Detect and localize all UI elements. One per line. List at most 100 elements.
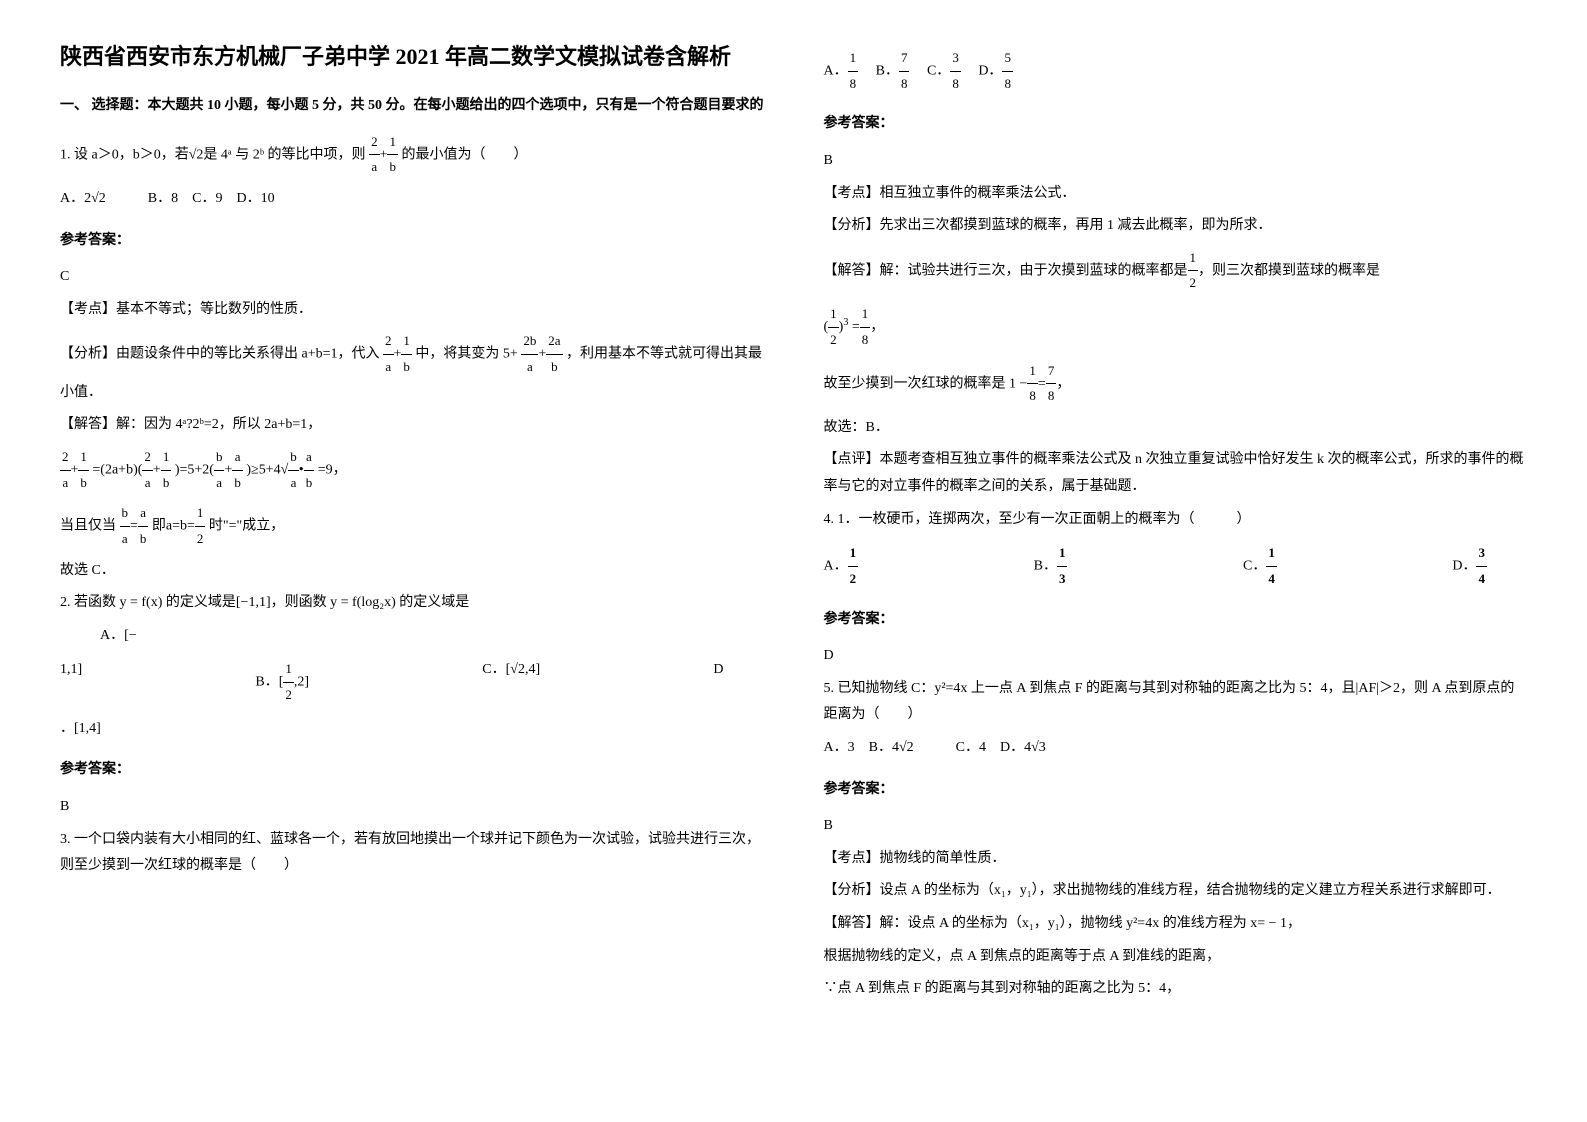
q2-optD2: ．[1,4] [60, 716, 764, 743]
q3-jieda2: (12)3 =18， [824, 302, 1528, 352]
frac-expr6: ab [232, 445, 243, 495]
q2-optA: A．[− [100, 628, 137, 643]
q3-jieda1-post: ，则三次都摸到蓝球的概率是 [1198, 263, 1380, 278]
q1-stem-pre: 1. 设 a＞0，b＞0，若√2是 4ᵃ 与 2ᵇ 的等比中项，则 [60, 147, 366, 162]
q2-optB-post: ,2] [294, 675, 309, 690]
frac-expr5: ba [214, 445, 225, 495]
q3-jieda4: 故选：B． [824, 415, 1528, 442]
frac-2a-b: 2ab [546, 329, 562, 379]
q2-optA-line1: A．[− [100, 623, 764, 650]
q1-jieda3-post: 时"="成立， [209, 519, 284, 534]
q2-optB-pre: B．[ [255, 675, 283, 690]
q3-jieda3: 故至少摸到一次红球的概率是 1 −18=78， [824, 359, 1528, 409]
q4-options: A．12 B．13 C．14 D．34 [824, 541, 1528, 591]
q1-answer-label: 参考答案： [60, 228, 764, 255]
frac-half-4: 12 [828, 302, 839, 352]
q3-jieda3-post: ， [1056, 376, 1070, 391]
frac-7-8: 78 [899, 46, 910, 96]
q2-optC: C．[√2,4] [482, 657, 540, 707]
frac-half: 12 [195, 501, 206, 551]
q1-jieda3-pre: 当且仅当 [60, 519, 116, 534]
q4-optA: A．12 [824, 541, 859, 591]
q3-optD: D． [978, 63, 1002, 78]
page-title: 陕西省西安市东方机械厂子弟中学 2021 年高二数学文模拟试卷含解析 [60, 40, 764, 73]
q2-optB: B．[12,2] [255, 657, 309, 707]
q5-jieda3: ∵点 A 到焦点 F 的距离与其到对称轴的距离之比为 5：4， [824, 976, 1528, 1003]
q1-jieda2-post: =(2a+b)( [92, 462, 142, 477]
q4-answer: D [824, 643, 1528, 670]
q4-stem: 4. 1．一枚硬币，连掷两次，至少有一次正面朝上的概率为（ ） [824, 507, 1528, 534]
q1-jieda4: 故选 C． [60, 558, 764, 585]
frac-2-a-2: 2a [383, 329, 394, 379]
frac-1-8-2: 18 [860, 302, 871, 352]
q3-answer: B [824, 148, 1528, 175]
frac-7-8-2: 78 [1046, 359, 1057, 409]
q1-answer: C [60, 264, 764, 291]
frac-1-8-3: 18 [1027, 359, 1038, 409]
q1-stem: 1. 设 a＞0，b＞0，若√2是 4ᵃ 与 2ᵇ 的等比中项，则 2a+1b … [60, 130, 764, 180]
q5-options: A．3 B．4√2 C．4 D．4√3 [824, 735, 1528, 762]
frac-expr8: ab [304, 445, 315, 495]
q4-optB: B．13 [1034, 541, 1068, 591]
q1-fenxi-mid: 中，将其变为 5+ [415, 347, 517, 362]
q1-jieda2-final: =9 [318, 462, 333, 477]
q5-stem: 5. 已知抛物线 C：y²=4x 上一点 A 到焦点 F 的距离与其到对称轴的距… [824, 676, 1528, 729]
q5-jieda2: 根据抛物线的定义，点 A 到焦点的距离等于点 A 到准线的距离， [824, 944, 1528, 971]
frac-expr1: 2a [60, 445, 71, 495]
q2-optA2: 1,1] [60, 657, 82, 707]
q5-answer: B [824, 813, 1528, 840]
q3-answer-label: 参考答案： [824, 111, 1528, 138]
frac-expr3: 2a [142, 445, 153, 495]
frac-1-8: 18 [848, 46, 859, 96]
frac-half-2: 12 [283, 657, 294, 707]
q1-options: A．2√2 B．8 C．9 D．10 [60, 186, 764, 213]
q3-dianping: 【点评】本题考查相互独立事件的概率乘法公式及 n 次独立重复试验中恰好发生 k … [824, 447, 1528, 500]
q4-optB-pre: B． [1034, 559, 1057, 574]
frac-expr7: ba [288, 445, 299, 495]
frac-1-b: 1b [387, 130, 398, 180]
q1-stem-post: 的最小值为（ ） [401, 147, 527, 162]
q3-kaodian: 【考点】相互独立事件的概率乘法公式． [824, 181, 1528, 208]
section-header: 一、 选择题：本大题共 10 小题，每小题 5 分，共 50 分。在每小题给出的… [60, 93, 764, 120]
q3-jieda2-post: ， [870, 320, 884, 335]
q4-optD-pre: D． [1452, 559, 1476, 574]
q4-optC: C．14 [1243, 541, 1277, 591]
q3-fenxi: 【分析】先求出三次都摸到蓝球的概率，再用 1 减去此概率，即为所求． [824, 213, 1528, 240]
q3-jieda2-mid: = [852, 320, 860, 335]
frac-2-a: 2a [369, 130, 380, 180]
q3-jieda3-mid: = [1038, 376, 1046, 391]
frac-1-2-q4: 12 [848, 541, 859, 591]
frac-ab: ab [138, 501, 149, 551]
q2-optD: D [713, 657, 723, 707]
frac-expr4: 1b [161, 445, 172, 495]
q4-optD: D．34 [1452, 541, 1487, 591]
q3-jieda3-pre: 故至少摸到一次红球的概率是 1 − [824, 376, 1028, 391]
q1-fenxi-pre: 【分析】由题设条件中的等比关系得出 a+b=1，代入 [60, 347, 380, 362]
q2-answer: B [60, 794, 764, 821]
frac-2b-a: 2ba [521, 329, 538, 379]
q5-jieda1: 【解答】解：设点 A 的坐标为（x₁，y₁），抛物线 y²=4x 的准线方程为 … [824, 911, 1528, 938]
q5-answer-label: 参考答案： [824, 777, 1528, 804]
q1-jieda3: 当且仅当 ba=ab 即a=b=12 时"="成立， [60, 501, 764, 551]
q1-kaodian: 【考点】基本不等式；等比数列的性质． [60, 297, 764, 324]
q3-stem: 3. 一个口袋内装有大小相同的红、蓝球各一个，若有放回地摸出一个球并记下颜色为一… [60, 827, 764, 880]
q4-optA-pre: A． [824, 559, 848, 574]
q3-optB: B． [876, 63, 899, 78]
q1-jieda2: 2a+1b =(2a+b)(2a+1b )=5+2(ba+ab )≥5+4√ba… [60, 445, 764, 495]
left-column: 陕西省西安市东方机械厂子弟中学 2021 年高二数学文模拟试卷含解析 一、 选择… [60, 40, 764, 1009]
q3-options: A．18 B．78 C．38 D．58 [824, 46, 1528, 96]
q3-jieda1: 【解答】解：试验共进行三次，由于次摸到蓝球的概率都是12，则三次都摸到蓝球的概率… [824, 246, 1528, 296]
q1-jieda3-mid: 即 [152, 519, 166, 534]
q2-stem: 2. 若函数 y = f(x) 的定义域是[−1,1]，则函数 y = f(lo… [60, 590, 764, 617]
q1-jieda2-end: )≥5+4√ [246, 462, 288, 477]
q1-jieda1: 【解答】解：因为 4ᵃ?2ᵇ=2，所以 2a+b=1， [60, 412, 764, 439]
frac-1-4-q4: 14 [1266, 541, 1277, 591]
frac-ba: ba [120, 501, 131, 551]
q5-kaodian: 【考点】抛物线的简单性质． [824, 846, 1528, 873]
q2-answer-label: 参考答案： [60, 757, 764, 784]
q4-answer-label: 参考答案： [824, 607, 1528, 634]
q3-optC: C． [927, 63, 950, 78]
frac-1-3-q4: 13 [1057, 541, 1068, 591]
q3-jieda2-sup: 3 [843, 317, 848, 328]
frac-1-b-2: 1b [401, 329, 412, 379]
